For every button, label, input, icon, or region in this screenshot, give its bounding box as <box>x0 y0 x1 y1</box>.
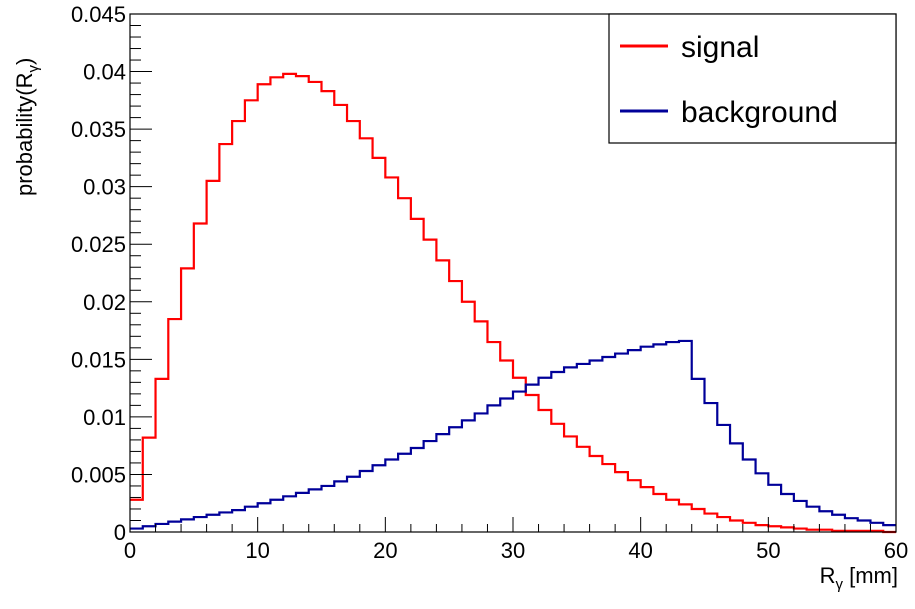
series-line-signal <box>130 72 896 534</box>
axis-ticks <box>129 13 897 533</box>
y-tick-label: 0.025 <box>71 232 126 257</box>
x-axis-title-subscript: γ <box>836 576 844 593</box>
x-tick-label: 10 <box>245 538 269 563</box>
y-tick-label: 0.005 <box>71 462 126 487</box>
x-axis-title-unit: [mm] <box>843 563 898 588</box>
y-axis-title-main: probability(R <box>12 73 37 197</box>
x-tick-label: 30 <box>501 538 525 563</box>
y-axis-title-subscript: γ <box>25 65 42 73</box>
y-tick-label: 0.01 <box>83 405 126 430</box>
legend-box <box>608 13 897 144</box>
axis-tick-labels: 0 10 20 30 40 50 60 0 0.005 0.01 0.015 0.02 0.025 0.0… <box>71 2 908 563</box>
legend-label-signal: signal <box>681 31 759 64</box>
y-tick-label: 0.015 <box>71 347 126 372</box>
y-tick-label: 0.03 <box>83 175 126 200</box>
x-tick-label: 0 <box>124 538 136 563</box>
x-axis-title: Rγ [mm] <box>820 563 898 593</box>
x-tick-label: 40 <box>628 538 652 563</box>
x-tick-label: 60 <box>884 538 908 563</box>
series-line-background <box>130 339 896 530</box>
y-axis-title: probability(Rγ) <box>12 58 42 196</box>
legend-label-background: background <box>681 96 838 129</box>
plot-series <box>130 72 896 534</box>
y-tick-label: 0.045 <box>71 2 126 27</box>
x-tick-label: 50 <box>756 538 780 563</box>
y-tick-label: 0.035 <box>71 117 126 142</box>
x-tick-label: 20 <box>373 538 397 563</box>
y-axis-title-close: ) <box>12 58 37 65</box>
y-tick-label: 0.04 <box>83 60 126 85</box>
y-tick-label: 0 <box>114 520 126 545</box>
legend: signal background <box>608 13 897 144</box>
x-axis-title-main: R <box>820 563 836 588</box>
y-tick-label: 0.02 <box>83 290 126 315</box>
